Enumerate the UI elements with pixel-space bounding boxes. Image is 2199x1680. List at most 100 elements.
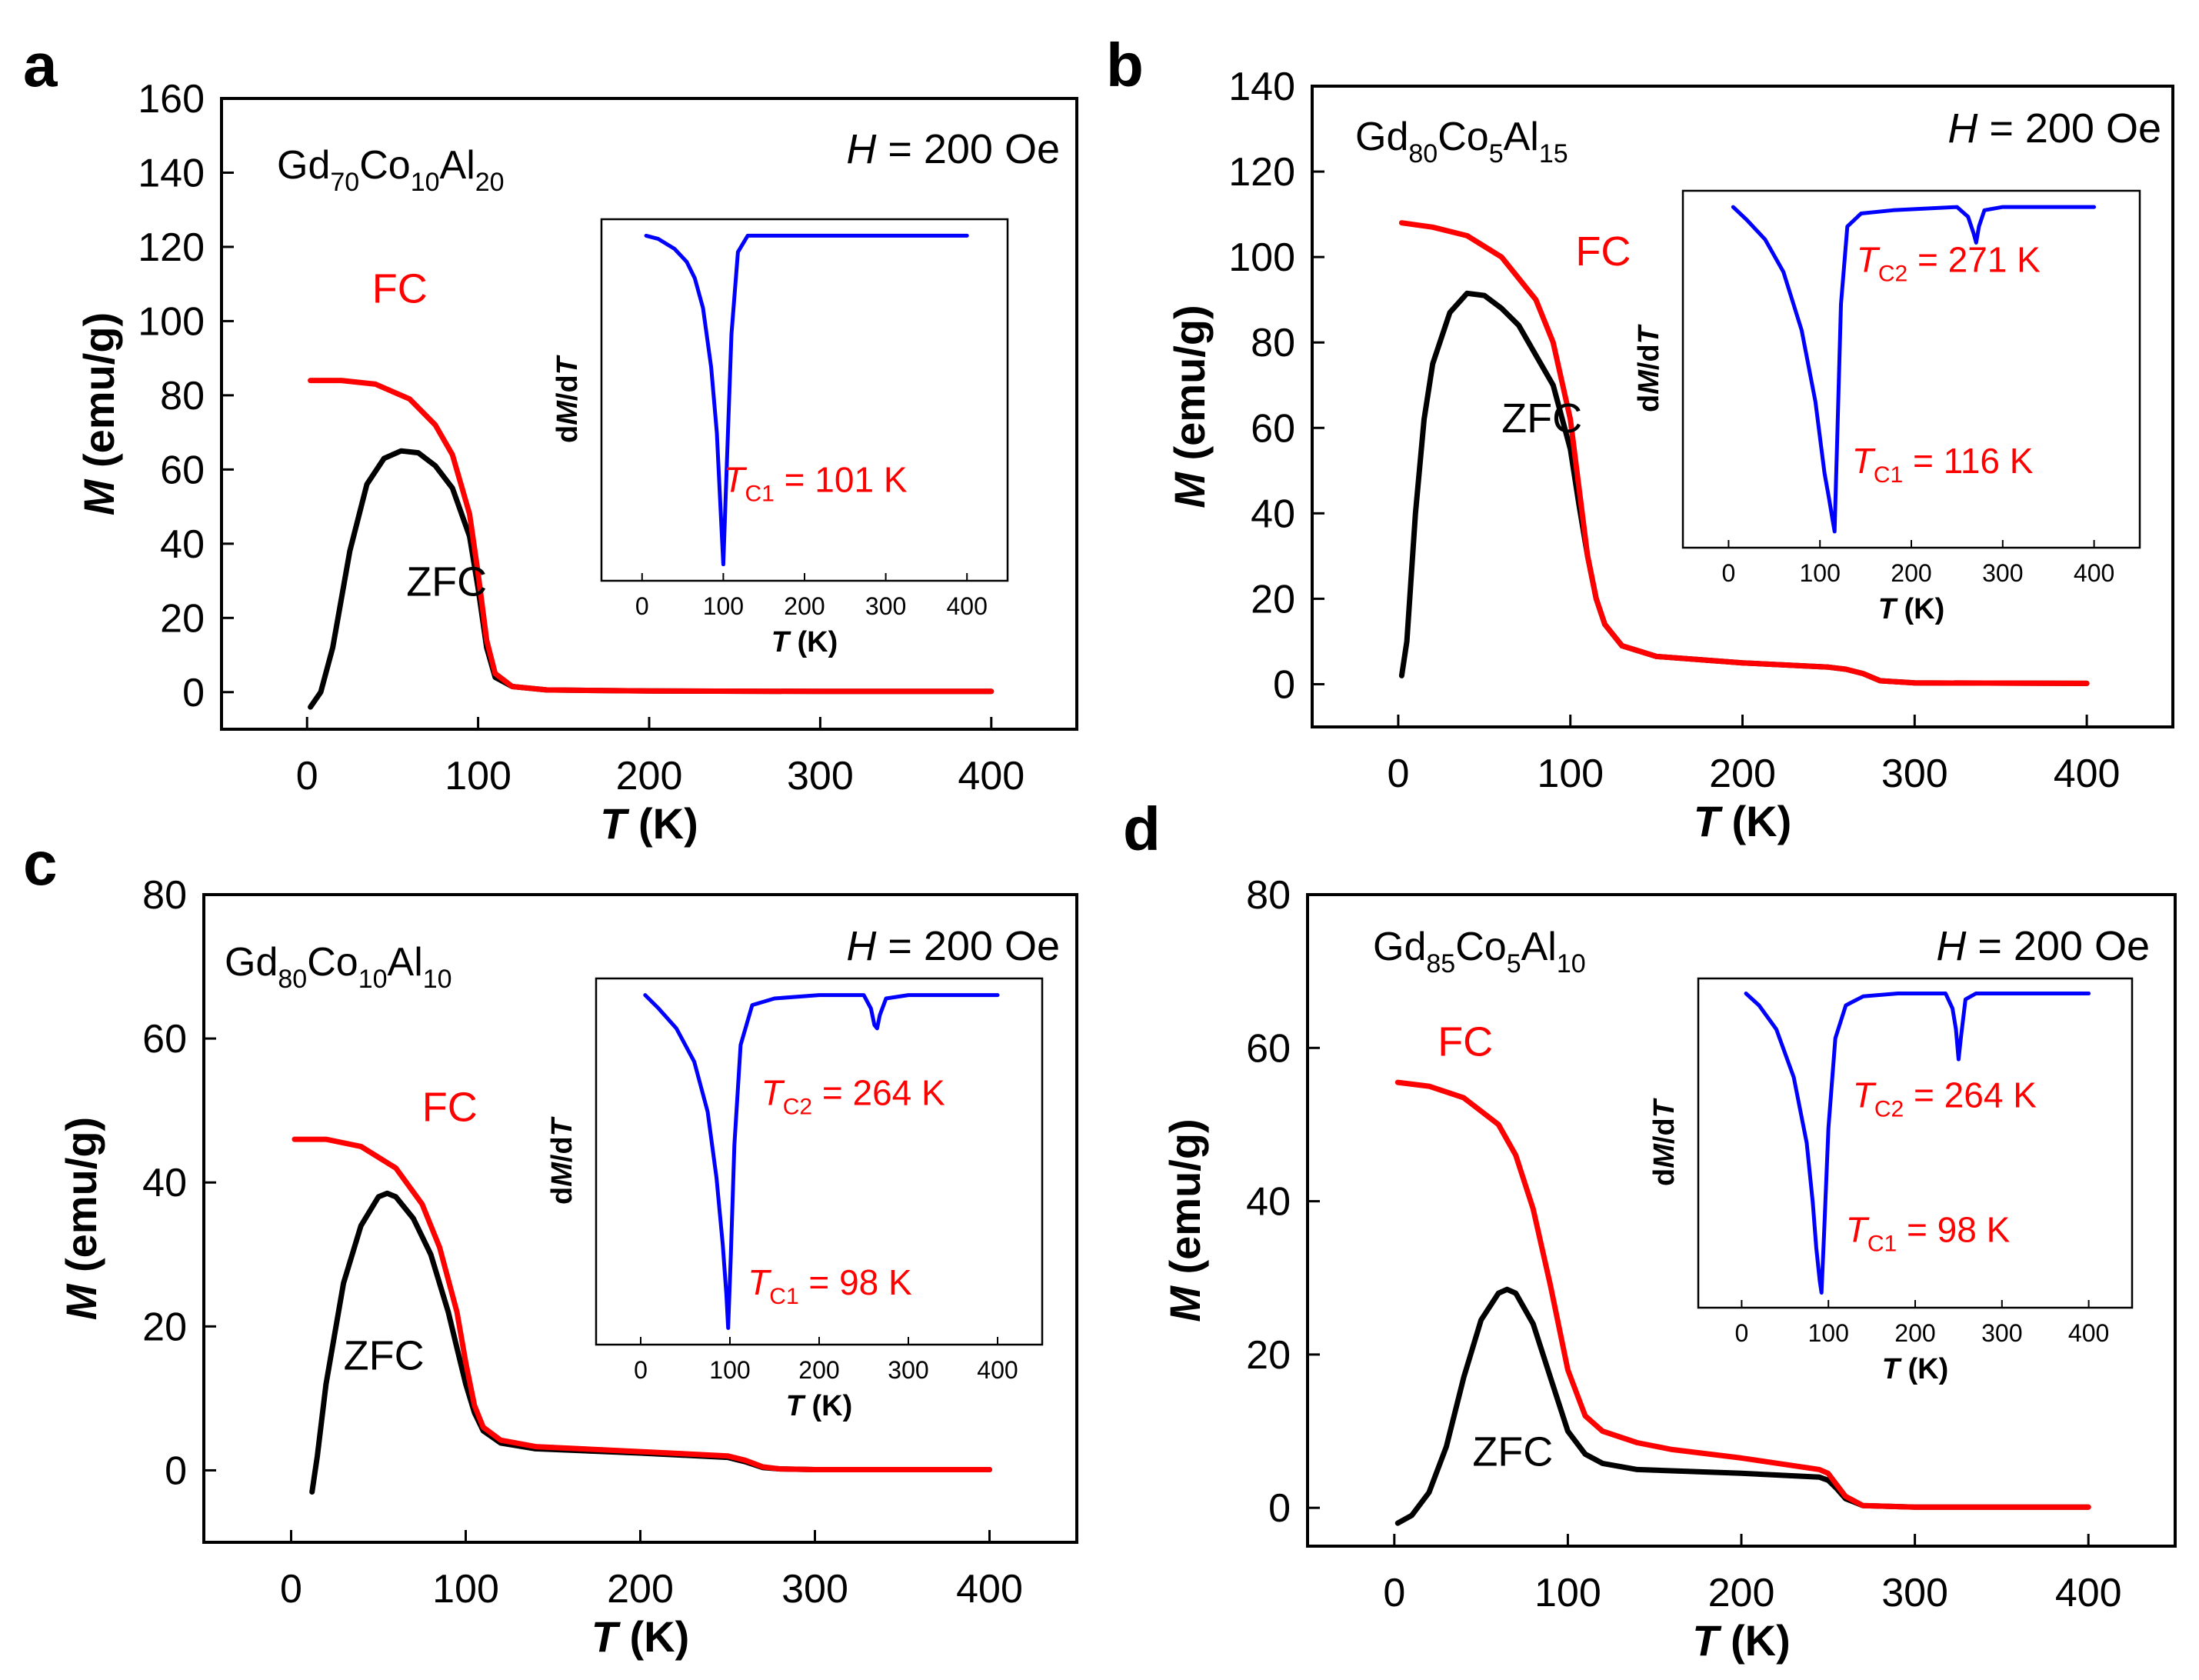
y-tick-label: 0 [1273,662,1295,707]
inset-x-axis-label: T (K) [1882,1353,1949,1385]
inset-y-axis-label: dM/dT [1648,1098,1681,1186]
x-axis-label: T (K) [1694,797,1792,845]
inset-plot: 0 100 200 300 400 T (K) dM/dT TC2 = 264 K TC1 = … [1648,977,2134,1385]
y-tick-label: 0 [165,1448,187,1493]
y-tick-label: 40 [160,522,205,567]
y-tick-label: 100 [1228,235,1295,280]
inset-annotation: TC1 = 116 K [1852,441,2034,488]
series-line-fc [292,1136,992,1472]
x-tick-label: 100 [1537,752,1604,796]
panel-letter: c [23,829,58,898]
inset-plot: 0 100 200 300 400 T (K) dM/dT TC2 = 264 K TC1 = … [546,977,1044,1422]
inset-x-tick-label: 300 [865,592,906,620]
inset-x-tick-label: 0 [1722,559,1736,587]
inset-annotation: TC1 = 98 K [1846,1209,2011,1256]
y-axis-label: M (emu/g) [1165,305,1214,508]
inset-plot: 0 100 200 300 400 T (K) dM/dT TC2 = 271 K TC1 = … [1633,189,2141,625]
composition-label: Gd80Co5Al15 [1355,115,1568,168]
y-tick-label: 80 [1246,873,1291,918]
inset-x-tick-label: 200 [798,1356,839,1384]
inset-x-tick-label: 400 [2074,559,2114,587]
panel-c: c 0 100 200 300 400 0 20 40 60 80 T (K) M (emu/g) Gd8… [23,829,1078,1661]
x-tick-label: 100 [445,754,511,798]
y-tick-label: 80 [1251,321,1295,365]
composition-label: Gd80Co10Al10 [225,940,452,994]
inset-x-tick-label: 0 [634,1356,648,1384]
x-tick-label: 0 [296,754,318,798]
inset-x-tick-label: 100 [1808,1319,1849,1347]
inset-x-tick-label: 300 [1982,559,2023,587]
panel-a: a 0 100 200 300 400 0 20 40 60 80 100 120 140 160 T (K)… [23,31,1078,848]
inset-annotation: TC1 = 101 K [723,460,907,507]
y-tick-label: 40 [142,1161,187,1205]
inset-frame [1697,977,2134,1309]
y-tick-label: 160 [138,77,205,122]
inset-x-axis-label: T (K) [786,1390,853,1422]
inset-x-tick-label: 0 [1735,1319,1749,1347]
y-tick-label: 80 [142,873,187,918]
y-tick-label: 60 [1246,1026,1291,1071]
x-tick-label: 400 [2054,752,2121,796]
y-tick-label: 20 [1251,577,1295,622]
x-tick-label: 0 [280,1567,302,1612]
series-label-zfc: ZFC [344,1332,425,1378]
inset-x-tick-label: 100 [709,1356,750,1384]
y-tick-label: 100 [138,299,205,344]
inset-plot: 0 100 200 300 400 T (K) dM/dT TC1 = 101 K [551,218,1009,658]
inset-frame [600,218,1009,582]
x-tick-label: 300 [1881,752,1948,796]
inset-dmdt-line [1744,992,2091,1295]
x-tick-label: 0 [1387,752,1409,796]
composition-label: Gd70Co10Al20 [277,143,505,197]
panel-letter: b [1106,31,1144,99]
y-tick-label: 40 [1251,492,1295,536]
x-tick-label: 200 [607,1567,674,1612]
y-tick-label: 140 [138,151,205,195]
x-tick-label: 200 [616,754,683,798]
x-tick-label: 400 [958,754,1025,798]
x-tick-label: 100 [432,1567,499,1612]
inset-x-axis-label: T (K) [1878,593,1945,625]
inset-x-axis-label: T (K) [771,626,838,658]
panel-d: d 0 100 200 300 400 0 20 40 60 80 T (K) M (emu/g) Gd8… [1123,795,2177,1665]
y-tick-label: 0 [182,671,205,715]
y-tick-label: 60 [160,448,205,492]
series-label-zfc: ZFC [406,558,487,605]
inset-x-tick-label: 400 [977,1356,1018,1384]
inset-y-axis-label: dM/dT [546,1116,578,1205]
y-tick-label: 120 [1228,150,1295,195]
field-label: H = 200 Oe [846,923,1060,969]
inset-x-tick-label: 0 [635,592,649,620]
panel-b: b 0 100 200 300 400 0 20 40 60 80 100 120 140 T (K) M (… [1106,31,2174,845]
x-axis-label: T (K) [1692,1616,1791,1665]
inset-y-axis-label: dM/dT [551,355,584,443]
x-tick-label: 100 [1534,1571,1601,1615]
x-tick-label: 300 [781,1567,848,1612]
inset-annotation: TC2 = 264 K [761,1072,945,1119]
series-label-fc: FC [1575,228,1631,275]
series-line-fc [1398,220,2090,686]
y-tick-label: 20 [1246,1333,1291,1378]
x-tick-label: 400 [956,1567,1023,1612]
inset-x-tick-label: 300 [888,1356,928,1384]
inset-x-tick-label: 200 [1891,559,1931,587]
inset-x-tick-label: 400 [2068,1319,2109,1347]
x-axis-label: T (K) [600,799,698,848]
inset-annotation: TC2 = 271 K [1857,239,2041,286]
inset-x-tick-label: 400 [947,592,988,620]
y-tick-label: 120 [138,225,205,270]
y-axis-label: M (emu/g) [57,1117,105,1320]
y-tick-label: 140 [1228,65,1295,109]
y-axis-label: M (emu/g) [1161,1118,1209,1322]
x-tick-label: 200 [1709,752,1776,796]
panel-letter: a [23,31,58,99]
y-tick-label: 20 [160,596,205,641]
composition-label: Gd85Co5Al10 [1373,925,1586,978]
y-tick-label: 40 [1246,1180,1291,1225]
inset-frame [595,977,1044,1346]
series-label-fc: FC [422,1085,478,1131]
series-label-zfc: ZFC [1472,1428,1553,1475]
inset-annotation: TC2 = 264 K [1853,1075,2037,1122]
series-line-fc [308,378,995,695]
